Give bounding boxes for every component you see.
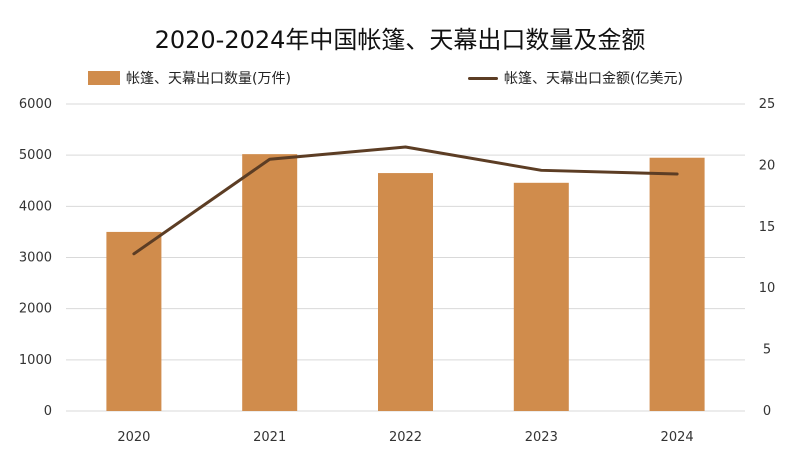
y-left-tick-label: 4000 [19, 199, 52, 214]
x-tick-label: 2021 [253, 430, 286, 445]
y-right-tick-label: 25 [759, 97, 776, 112]
bar-2024 [649, 157, 705, 411]
bar-2021 [242, 154, 298, 412]
y-axis-left: 0 1000 2000 3000 4000 5000 6000 [19, 97, 52, 419]
y-left-tick-label: 2000 [19, 302, 52, 317]
chart-title: 2020-2024年中国帐篷、天幕出口数量及金额 [154, 26, 646, 54]
y-left-tick-label: 5000 [19, 148, 52, 163]
bar-2022 [378, 173, 433, 411]
y-left-tick-label: 1000 [19, 353, 52, 368]
x-tick-label: 2024 [661, 430, 694, 445]
y-axis-right: 0 5 10 15 20 25 [759, 97, 776, 419]
x-axis: 2020 2021 2022 2023 2024 [117, 430, 693, 445]
y-right-tick-label: 20 [759, 158, 776, 173]
legend-label-quantity: 帐篷、天幕出口数量(万件) [126, 71, 291, 87]
y-right-tick-label: 15 [759, 220, 776, 235]
legend-label-amount: 帐篷、天幕出口金额(亿美元) [504, 71, 683, 87]
legend: 帐篷、天幕出口数量(万件) 帐篷、天幕出口金额(亿美元) [0, 66, 800, 90]
bar-2020 [106, 231, 162, 411]
y-right-tick-label: 0 [763, 404, 771, 419]
x-tick-label: 2020 [117, 430, 150, 445]
y-left-tick-label: 3000 [19, 251, 52, 266]
legend-swatch-bar [88, 71, 120, 85]
line-series [132, 145, 679, 256]
y-right-tick-label: 5 [763, 343, 771, 358]
y-left-tick-label: 0 [44, 404, 52, 419]
legend-item-amount: 帐篷、天幕出口金额(亿美元) [468, 68, 683, 88]
y-left-tick-label: 6000 [19, 97, 52, 112]
x-tick-label: 2023 [525, 430, 558, 445]
legend-swatch-line [468, 76, 498, 80]
x-tick-label: 2022 [389, 430, 422, 445]
bar-series [106, 154, 705, 412]
y-right-tick-label: 10 [759, 281, 776, 296]
bar-2023 [513, 182, 569, 411]
legend-item-quantity: 帐篷、天幕出口数量(万件) [88, 68, 291, 88]
